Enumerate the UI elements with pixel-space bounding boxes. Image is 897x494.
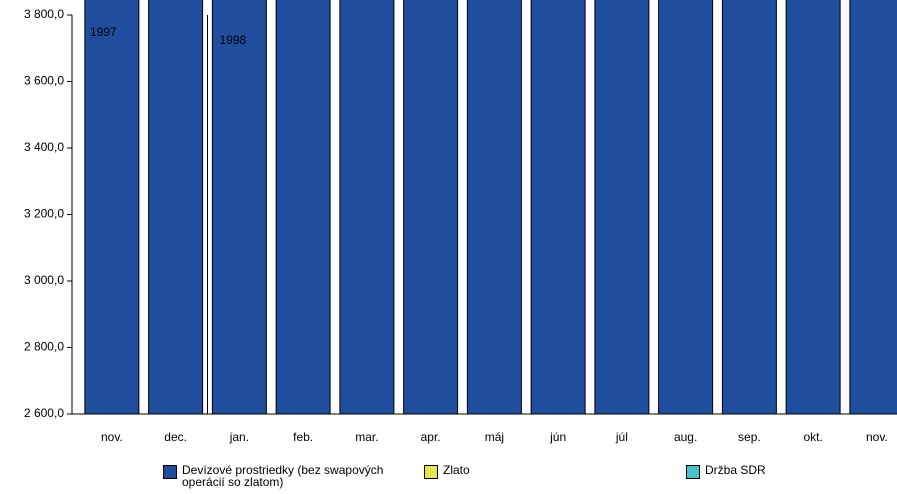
x-tick-label: máj	[485, 430, 504, 444]
legend-label: Zlato	[443, 463, 470, 477]
x-tick-label: nov.	[101, 430, 123, 444]
x-tick-label: okt.	[803, 430, 822, 444]
legend-swatch	[424, 465, 438, 479]
bar-segment	[530, 0, 586, 415]
x-tick-label: jún	[549, 430, 566, 444]
y-tick-label: 3 400,0	[24, 140, 64, 154]
legend: Devízové prostriedky (bez swapových oper…	[0, 460, 897, 494]
x-tick-label: apr.	[421, 430, 441, 444]
y-tick-label: 2 600,0	[24, 406, 64, 420]
x-tick-label: jan.	[229, 430, 249, 444]
legend-swatch	[686, 465, 700, 479]
legend-label: Držba SDR	[705, 463, 766, 477]
bar-segment	[148, 0, 204, 415]
y-tick-label: 3 800,0	[24, 7, 64, 21]
y-tick-label: 3 000,0	[24, 273, 64, 287]
bar-segment	[785, 0, 841, 415]
y-tick-label: 3 200,0	[24, 207, 64, 221]
legend-item: Devízové prostriedky (bez swapových oper…	[163, 464, 414, 488]
bar-segment	[594, 0, 650, 415]
bar-segment	[466, 0, 522, 415]
bar-segment	[84, 0, 140, 415]
legend-item: Držba SDR	[686, 464, 887, 479]
bar-segment	[721, 0, 777, 415]
bar-segment	[339, 0, 395, 415]
annotation: 1997	[90, 25, 117, 39]
bar-segment	[849, 0, 897, 415]
bar-segment	[211, 0, 267, 415]
bar-segment	[275, 0, 331, 415]
x-tick-label: sep.	[738, 430, 761, 444]
chart: 2 600,0 2 800,0 3 000,0 3 200,0 3 400,0 3 600…	[24, 0, 897, 444]
annotation: 1998	[220, 33, 247, 47]
x-tick-label: feb.	[293, 430, 313, 444]
x-tick-label: nov.	[866, 430, 888, 444]
bar-segment	[403, 0, 459, 415]
y-tick-label: 3 600,0	[24, 74, 64, 88]
legend-label: Devízové prostriedky (bez swapových oper…	[182, 463, 384, 489]
bar-segment	[658, 0, 714, 415]
legend-item: Zlato	[424, 464, 625, 479]
x-tick-label: aug.	[674, 430, 697, 444]
x-tick-label: mar.	[355, 430, 378, 444]
x-tick-label: dec.	[164, 430, 187, 444]
legend-swatch	[163, 465, 177, 479]
y-tick-label: 2 800,0	[24, 340, 64, 354]
x-tick-label: júl	[615, 430, 628, 444]
